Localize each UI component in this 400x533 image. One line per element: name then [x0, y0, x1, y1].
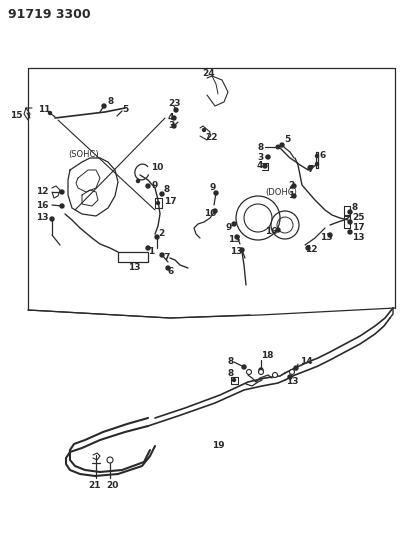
Text: 12: 12	[305, 246, 318, 254]
Circle shape	[172, 116, 176, 120]
Circle shape	[292, 184, 296, 188]
Text: 17: 17	[352, 223, 365, 232]
Circle shape	[308, 166, 312, 170]
Text: (DOHC): (DOHC)	[265, 188, 297, 197]
Circle shape	[146, 184, 150, 188]
Circle shape	[50, 217, 54, 221]
Circle shape	[107, 457, 113, 463]
Text: 11: 11	[38, 104, 50, 114]
Circle shape	[172, 124, 176, 128]
Text: 6: 6	[320, 150, 326, 159]
Text: 6: 6	[168, 268, 174, 277]
Text: 1: 1	[288, 191, 294, 200]
Circle shape	[48, 111, 52, 115]
Text: 10: 10	[204, 209, 216, 219]
Text: (SOHC): (SOHC)	[68, 150, 99, 159]
Text: 16: 16	[265, 228, 278, 237]
Text: 4: 4	[257, 161, 263, 171]
Circle shape	[258, 369, 264, 375]
Circle shape	[306, 246, 310, 250]
Text: 13: 13	[36, 214, 48, 222]
Text: 13: 13	[286, 376, 298, 385]
Text: 13: 13	[230, 247, 242, 256]
Circle shape	[160, 253, 164, 257]
Text: 8: 8	[164, 185, 170, 195]
Text: 4: 4	[168, 114, 174, 123]
Circle shape	[160, 192, 164, 196]
Text: 13: 13	[228, 236, 240, 245]
Text: 20: 20	[106, 481, 118, 489]
Circle shape	[348, 220, 352, 224]
Circle shape	[280, 143, 284, 147]
Text: 17: 17	[164, 198, 177, 206]
Text: 21: 21	[88, 481, 100, 489]
Text: 14: 14	[300, 358, 313, 367]
Circle shape	[246, 369, 252, 375]
Circle shape	[294, 366, 298, 370]
Text: 2: 2	[288, 182, 294, 190]
Circle shape	[263, 164, 267, 168]
Circle shape	[235, 235, 239, 239]
Circle shape	[214, 191, 218, 195]
Circle shape	[155, 235, 159, 239]
Text: 13: 13	[320, 233, 332, 243]
Text: 8: 8	[257, 142, 263, 151]
Circle shape	[232, 222, 236, 226]
Text: 16: 16	[36, 200, 48, 209]
Text: 2: 2	[158, 229, 164, 238]
Circle shape	[259, 368, 263, 372]
Circle shape	[276, 145, 280, 149]
Text: 22: 22	[205, 133, 218, 141]
Text: 8: 8	[352, 204, 358, 213]
Circle shape	[290, 369, 294, 375]
Text: 18: 18	[261, 351, 274, 359]
Text: 24: 24	[202, 69, 215, 78]
Circle shape	[102, 104, 106, 108]
Text: 15: 15	[10, 111, 22, 120]
Circle shape	[316, 155, 318, 157]
Circle shape	[240, 248, 244, 252]
Text: 25: 25	[352, 214, 364, 222]
Text: 13: 13	[352, 233, 364, 243]
Text: 5: 5	[122, 104, 128, 114]
Text: 9: 9	[225, 223, 231, 232]
Circle shape	[232, 378, 236, 382]
Text: 8: 8	[107, 96, 113, 106]
Circle shape	[213, 209, 217, 213]
Circle shape	[156, 201, 160, 205]
Circle shape	[174, 108, 178, 112]
Circle shape	[328, 233, 332, 237]
Text: 5: 5	[284, 135, 290, 144]
Circle shape	[136, 180, 140, 182]
Text: 12: 12	[36, 188, 48, 197]
Circle shape	[60, 190, 64, 194]
Circle shape	[348, 230, 352, 234]
Text: 3: 3	[257, 152, 263, 161]
Text: 13: 13	[128, 263, 140, 272]
Text: 23: 23	[168, 99, 180, 108]
Text: 8: 8	[228, 358, 234, 367]
Text: 7: 7	[163, 254, 169, 262]
Circle shape	[288, 375, 292, 379]
Circle shape	[166, 266, 170, 270]
Text: 8: 8	[228, 369, 234, 378]
Circle shape	[348, 210, 352, 214]
Text: 1: 1	[148, 247, 154, 256]
Text: 10: 10	[151, 164, 163, 173]
Circle shape	[242, 365, 246, 369]
Circle shape	[60, 204, 64, 208]
Text: 91719 3300: 91719 3300	[8, 7, 91, 20]
Text: 19: 19	[212, 440, 225, 449]
Circle shape	[316, 163, 318, 166]
Text: 3: 3	[168, 122, 174, 131]
Text: 9: 9	[152, 181, 158, 190]
Text: 7: 7	[307, 166, 313, 174]
Circle shape	[292, 194, 296, 198]
Text: 9: 9	[210, 183, 216, 192]
Circle shape	[146, 246, 150, 250]
Circle shape	[202, 128, 206, 132]
Circle shape	[276, 228, 280, 232]
Circle shape	[266, 155, 270, 159]
Circle shape	[272, 373, 278, 377]
